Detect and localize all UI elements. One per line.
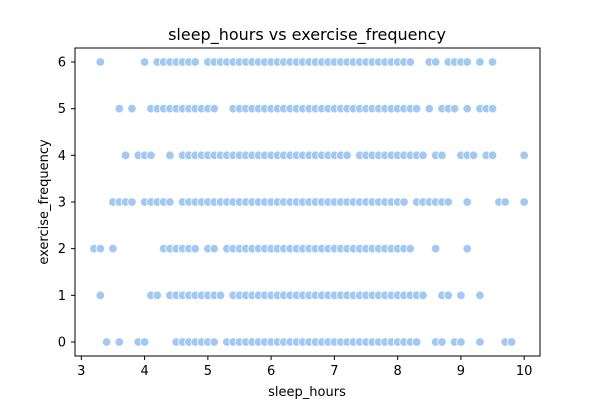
data-point [95,57,106,67]
data-point [443,290,453,301]
data-point [405,57,416,67]
data-point [449,103,460,114]
y-tick-label: 1 [58,289,66,304]
data-point [506,337,517,347]
data-point [462,197,472,207]
data-point [120,150,131,161]
data-point [139,57,150,67]
data-point [209,103,219,114]
data-point [418,290,428,301]
data-point [127,103,137,114]
data-point [108,243,118,254]
data-point [399,197,409,207]
data-point [430,243,441,254]
data-point [114,103,124,114]
data-point [190,57,200,67]
data-point [475,57,485,67]
data-point [127,197,137,207]
data-point [456,290,466,301]
data-point [190,243,200,254]
chart-title: sleep_hours vs exercise_frequency [168,25,446,45]
y-axis-label: exercise_frequency [37,139,52,265]
data-point [405,243,416,254]
x-axis: 3 4 5 6 7 8 9 10 [77,356,532,379]
data-point [437,337,447,347]
data-point [430,57,441,67]
y-tick-label: 0 [58,336,66,351]
data-point [342,150,352,161]
data-point [209,243,219,254]
data-point [519,150,529,161]
data-point [519,197,529,207]
y-tick-label: 6 [58,56,66,71]
y-axis: 0 1 2 3 4 5 6 [58,56,75,351]
data-point [101,337,112,347]
data-point [209,337,219,347]
x-tick-label: 8 [394,364,402,379]
data-point [424,103,434,114]
data-point [475,337,485,347]
data-point [475,290,485,301]
data-point [411,103,422,114]
x-tick-label: 9 [457,364,465,379]
data-point [165,150,175,161]
data-point [456,337,466,347]
data-point [468,150,479,161]
data-point [462,103,472,114]
data-point [487,150,498,161]
data-point [146,150,156,161]
x-tick-label: 7 [330,364,338,379]
data-point [487,57,498,67]
y-tick-label: 3 [58,196,66,211]
y-tick-label: 5 [58,102,66,117]
x-tick-label: 5 [204,364,212,379]
data-point [418,150,428,161]
data-point [487,103,498,114]
x-tick-label: 3 [77,364,85,379]
data-point [462,243,472,254]
x-axis-label: sleep_hours [268,385,346,400]
y-tick-label: 2 [58,242,66,257]
x-tick-label: 6 [267,364,275,379]
x-tick-label: 4 [140,364,148,379]
data-point [95,243,106,254]
y-tick-label: 4 [58,149,66,164]
data-point [411,337,422,347]
data-point [165,197,175,207]
data-point [500,197,510,207]
data-point [462,57,472,67]
data-point [437,150,447,161]
points-layer [89,57,529,347]
data-point [114,337,124,347]
data-point [152,290,162,301]
data-point [443,197,453,207]
x-tick-label: 10 [516,364,533,379]
data-point [215,290,226,301]
data-point [95,290,106,301]
data-point [139,337,150,347]
